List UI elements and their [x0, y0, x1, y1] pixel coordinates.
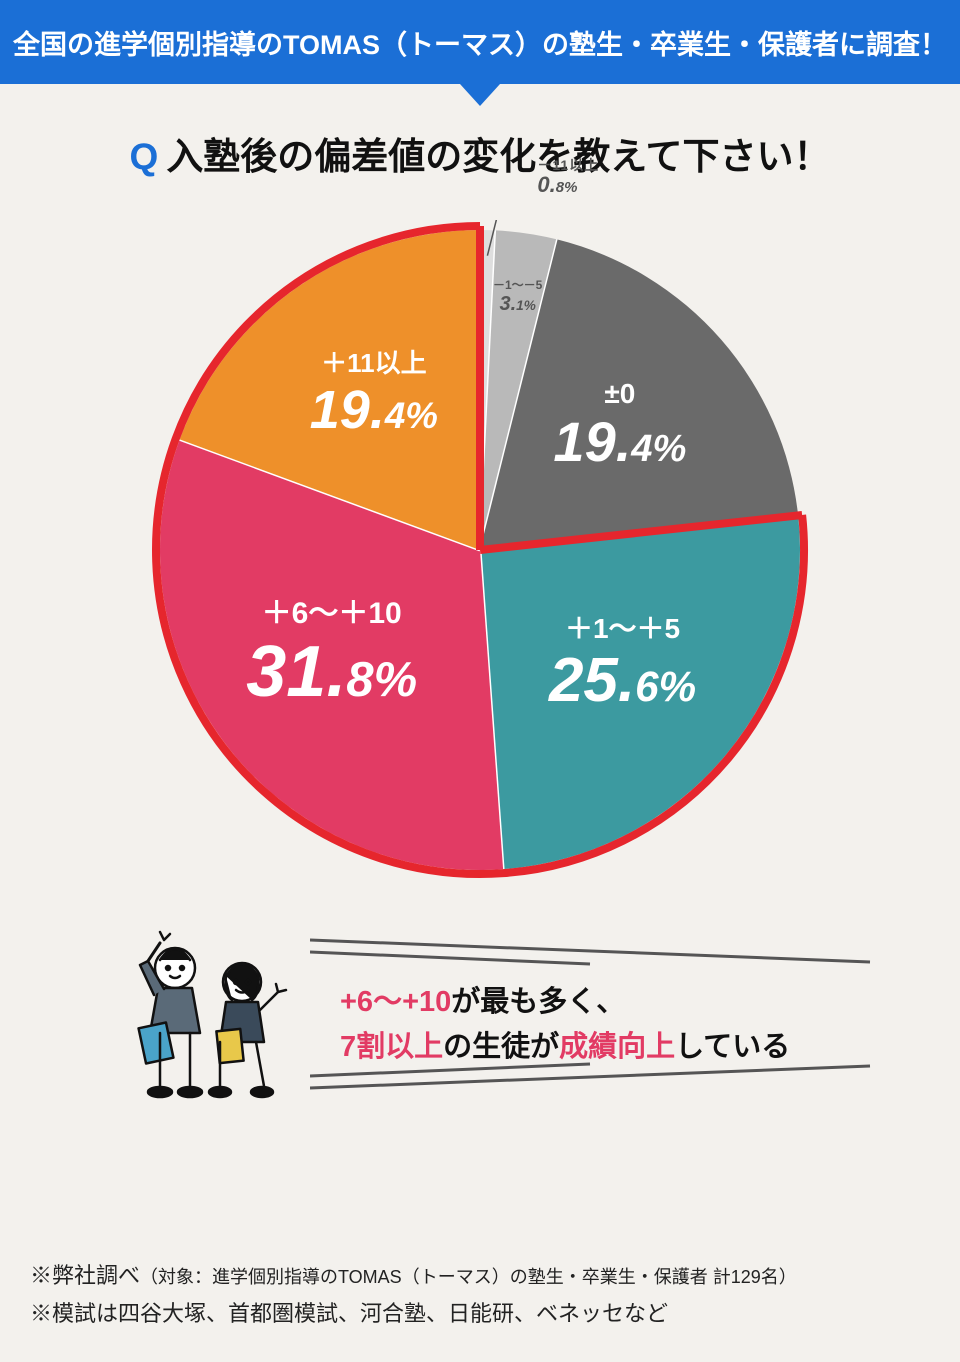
banner-pointer: [460, 84, 500, 106]
banner-text: 全国の進学個別指導のTOMAS（トーマス）の塾生・卒業生・保護者に調査！: [13, 23, 947, 62]
pie-label-external: －11以上0.8%: [537, 158, 599, 198]
summary-hl-1: +6～+10: [340, 986, 451, 1018]
footnote-2: ※模試は四谷大塚、首都圏模試、河合塾、日能研、ベネッセなど: [30, 1295, 930, 1332]
pie-label: ＋1～＋525.6%: [513, 613, 733, 716]
footnote-1a: ※弊社調べ: [30, 1263, 140, 1288]
pie-label: ＋11以上19.4%: [264, 349, 484, 441]
summary-hl-3: 成績向上: [559, 1031, 675, 1063]
pie-chart: －11以上0.8%－1～－53.1%±019.4%＋1～＋525.6%＋6～＋1…: [150, 220, 810, 880]
question-prefix: Q: [130, 136, 159, 177]
pie-label: ＋6～＋1031.8%: [222, 597, 442, 714]
question-text: 入塾後の偏差値の変化を教えて下さい！: [166, 136, 830, 177]
students-illustration: [120, 910, 310, 1110]
pie-label: ±019.4%: [510, 378, 730, 475]
footnotes: ※弊社調べ（対象：進学個別指導のTOMAS（トーマス）の塾生・卒業生・保護者 計…: [30, 1257, 930, 1332]
summary-text: +6～+10が最も多く、 7割以上の生徒が成績向上している: [340, 980, 790, 1070]
summary-hl-2: 7割以上: [340, 1031, 443, 1063]
footnote-1b: （対象：進学個別指導のTOMAS（トーマス）の塾生・卒業生・保護者 計129名）: [140, 1267, 797, 1287]
summary-block: +6～+10が最も多く、 7割以上の生徒が成績向上している: [0, 910, 960, 1130]
survey-question: Q入塾後の偏差値の変化を教えて下さい！: [0, 126, 960, 180]
pie-label: －1～－53.1%: [408, 279, 628, 316]
survey-banner: 全国の進学個別指導のTOMAS（トーマス）の塾生・卒業生・保護者に調査！: [0, 0, 960, 84]
